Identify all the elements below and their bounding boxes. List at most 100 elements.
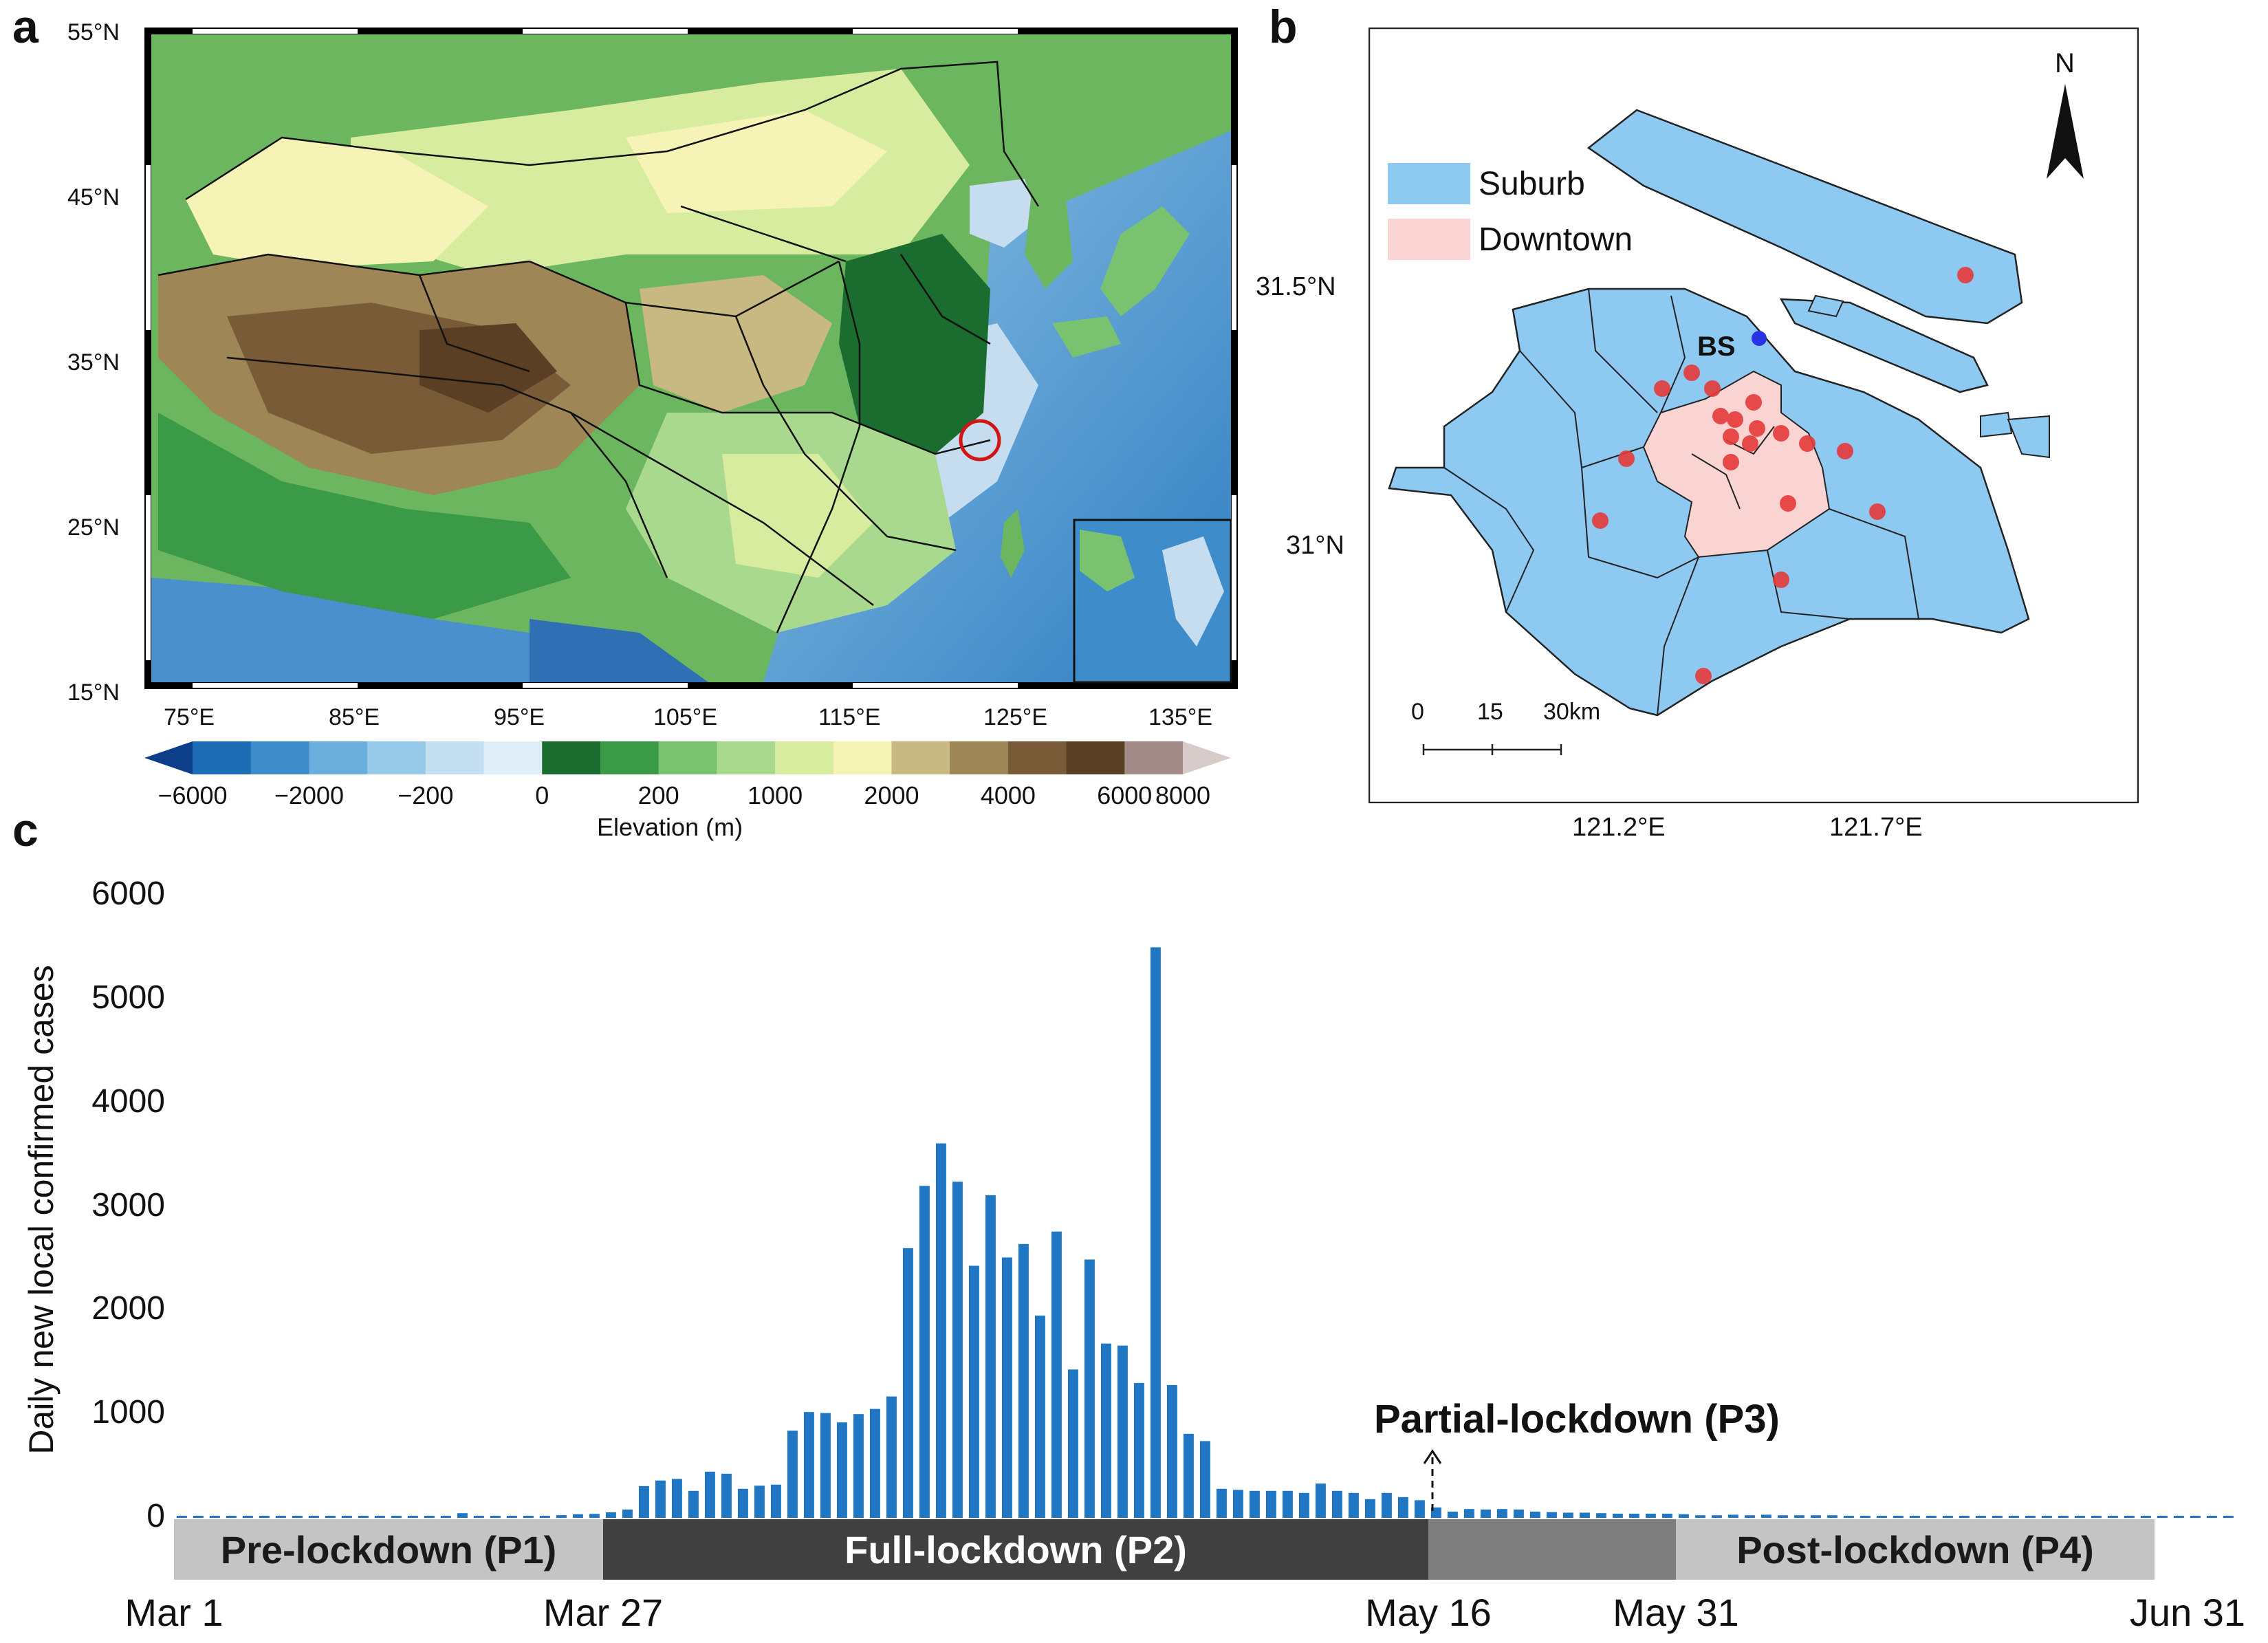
colorbar-tick: 1000 <box>748 781 803 809</box>
bar <box>573 1514 583 1518</box>
bar <box>1794 1515 1804 1518</box>
y-tick: 5000 <box>91 979 165 1016</box>
lat-tick: 25°N <box>67 514 120 541</box>
bar <box>1514 1509 1524 1518</box>
bar <box>1051 1231 1062 1518</box>
bar <box>1728 1514 1738 1518</box>
phase-segment <box>1428 1519 1676 1580</box>
bar <box>309 1516 319 1518</box>
colorbar-swatch <box>833 741 892 774</box>
y-tick: 6000 <box>91 875 165 912</box>
bar <box>1563 1512 1573 1518</box>
bar <box>457 1513 468 1518</box>
lat-tick-b: 31.5°N <box>1256 272 1336 301</box>
colorbar-swatch <box>1007 741 1067 774</box>
scale-label: 15 <box>1477 699 1503 725</box>
bar <box>1448 1511 1458 1518</box>
colorbar-swatch <box>309 741 368 774</box>
colorbar-tick: 0 <box>535 781 549 809</box>
bar <box>655 1480 666 1518</box>
colorbar-tick: −200 <box>397 781 454 809</box>
bar <box>1117 1345 1128 1518</box>
bar <box>2157 1516 2168 1518</box>
bar <box>1679 1514 1689 1518</box>
bar <box>193 1516 204 1518</box>
lat-tick: 15°N <box>67 679 120 706</box>
bar <box>1844 1515 1854 1518</box>
colorbar-swatch <box>1124 741 1184 774</box>
bar <box>936 1143 946 1518</box>
colorbar-tick: −2000 <box>274 781 344 809</box>
bar <box>259 1516 270 1518</box>
colorbar-swatch <box>193 741 252 774</box>
lon-tick: 95°E <box>494 704 545 730</box>
bar <box>177 1516 187 1518</box>
elevation-map <box>144 28 1238 689</box>
bar <box>2025 1516 2036 1518</box>
bar <box>1068 1369 1078 1518</box>
bar <box>886 1396 897 1518</box>
colorbar-swatch <box>717 741 776 774</box>
bar <box>1745 1515 1755 1518</box>
bar <box>540 1516 550 1518</box>
bar <box>1250 1490 1260 1518</box>
bar <box>391 1515 402 1518</box>
bar <box>1084 1259 1095 1518</box>
colorbar-label: Elevation (m) <box>597 813 743 841</box>
bar <box>1431 1507 1441 1518</box>
bar <box>804 1412 814 1518</box>
bar <box>2141 1516 2151 1518</box>
lat-tick: 55°N <box>67 19 120 45</box>
bar <box>1976 1516 1986 1518</box>
bar <box>226 1516 237 1518</box>
lat-tick: 45°N <box>67 184 120 210</box>
lat-tick-b: 31°N <box>1286 531 1344 560</box>
y-tick: 0 <box>146 1498 165 1534</box>
bar <box>1629 1513 1639 1518</box>
legend-downtown-label: Downtown <box>1479 221 1633 258</box>
bar <box>1893 1515 1904 1518</box>
bar <box>853 1414 864 1518</box>
x-tick: May 16 <box>1365 1591 1492 1634</box>
bar <box>787 1430 798 1518</box>
bar <box>424 1516 435 1518</box>
bar <box>243 1516 253 1518</box>
bar <box>1167 1384 1177 1518</box>
bar <box>375 1516 385 1518</box>
bar <box>1778 1515 1788 1518</box>
bar <box>1596 1513 1606 1518</box>
bar <box>358 1516 369 1518</box>
bar <box>1646 1513 1656 1518</box>
colorbar-swatch <box>950 741 1009 774</box>
bar <box>903 1248 913 1518</box>
colorbar-swatch <box>367 741 426 774</box>
lon-tick: 75°E <box>164 704 215 730</box>
colorbar-swatch <box>144 741 193 774</box>
bar <box>837 1422 847 1518</box>
bar <box>952 1182 963 1518</box>
colorbar-tick: 2000 <box>864 781 919 809</box>
x-tick: Jun 31 <box>2129 1591 2246 1634</box>
bar <box>985 1195 996 1518</box>
station-bs-label: BS <box>1697 331 1736 362</box>
north-label: N <box>2055 48 2075 78</box>
legend-suburb-label: Suburb <box>1479 166 1585 202</box>
bar <box>1349 1492 1359 1518</box>
bar <box>1530 1511 1540 1518</box>
bar <box>1877 1515 1887 1518</box>
scale-label: 30km <box>1543 699 1601 725</box>
bar <box>325 1516 336 1518</box>
bar <box>1217 1488 1227 1518</box>
y-tick: 4000 <box>91 1082 165 1120</box>
bar <box>738 1488 748 1518</box>
lon-tick-b: 121.2°E <box>1572 813 1666 842</box>
bar <box>1464 1509 1474 1518</box>
phase-segment: Pre-lockdown (P1) <box>174 1519 603 1580</box>
bar <box>1497 1509 1507 1518</box>
colorbar-swatch <box>250 741 309 774</box>
colorbar-swatch <box>1183 741 1231 774</box>
bar <box>1547 1512 1557 1518</box>
bar <box>1613 1513 1623 1518</box>
bar <box>276 1516 286 1518</box>
bar <box>292 1516 303 1518</box>
